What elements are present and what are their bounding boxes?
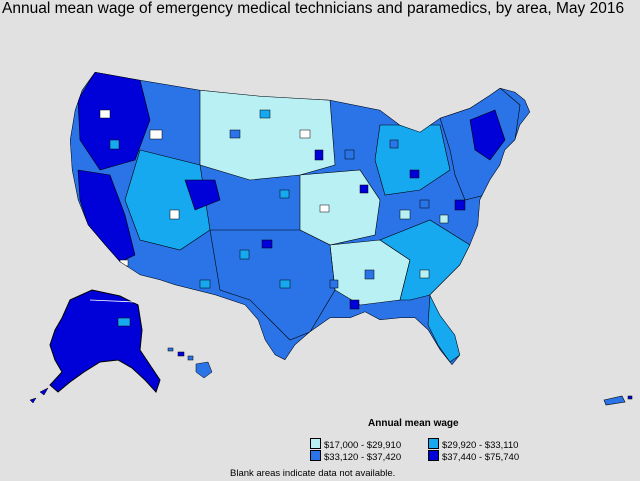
legend-label-2: $29,920 - $33,110	[442, 440, 519, 451]
legend-label-1: $17,000 - $29,910	[324, 440, 402, 451]
legend-label-3: $33,120 - $37,420	[324, 452, 402, 463]
legend-swatch-1	[310, 438, 321, 449]
legend-item-1: $17,000 - $29,910	[310, 438, 402, 451]
legend-item-2: $29,920 - $33,110	[428, 438, 519, 451]
alaska	[29, 289, 161, 404]
legend-item-3: $33,120 - $37,420	[310, 450, 402, 463]
hawaii	[167, 347, 213, 379]
map-title: Annual mean wage of emergency medical te…	[2, 0, 625, 17]
legend-item-4: $37,440 - $75,740	[428, 450, 520, 463]
legend-title: Annual mean wage	[368, 418, 459, 429]
legend-swatch-4	[428, 450, 439, 461]
puerto-rico	[603, 395, 633, 406]
footnote: Blank areas indicate data not available.	[230, 468, 396, 479]
legend-swatch-2	[428, 438, 439, 449]
legend-label-4: $37,440 - $75,740	[442, 452, 520, 463]
legend-swatch-3	[310, 450, 321, 461]
